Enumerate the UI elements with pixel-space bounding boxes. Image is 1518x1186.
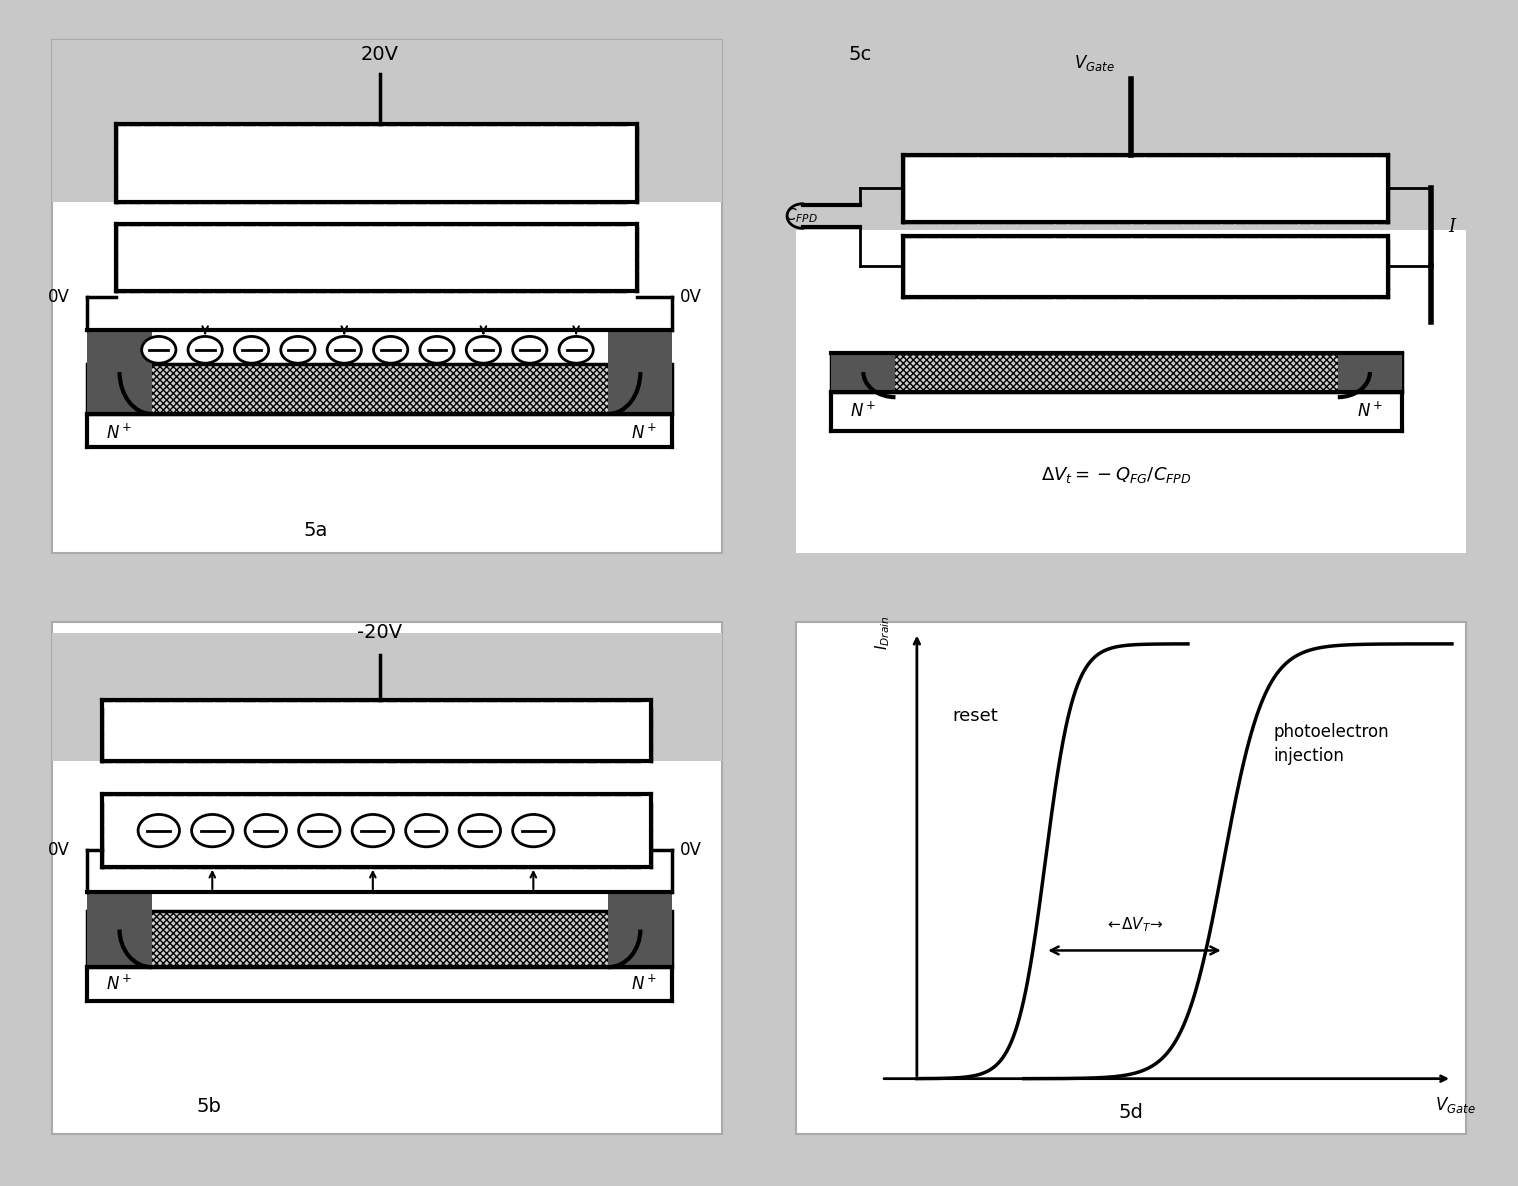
Text: 0V: 0V [680, 288, 701, 306]
Text: $\Delta V_t = -Q_{FG}/C_{FPD}$: $\Delta V_t = -Q_{FG}/C_{FPD}$ [1041, 465, 1192, 485]
Text: 20V: 20V [361, 45, 399, 64]
Bar [88, 364, 672, 414]
Text: 0V: 0V [47, 841, 70, 859]
Bar [903, 236, 1387, 296]
Bar [903, 154, 1387, 222]
Circle shape [138, 815, 179, 847]
Text: $\leftarrow\!\Delta V_T\!\rightarrow$: $\leftarrow\!\Delta V_T\!\rightarrow$ [1105, 916, 1164, 933]
Text: $V_{Gate}$: $V_{Gate}$ [1435, 1096, 1475, 1115]
Text: reset: reset [953, 707, 999, 726]
Circle shape [420, 337, 454, 363]
Circle shape [373, 337, 408, 363]
Circle shape [281, 337, 316, 363]
Polygon shape [609, 892, 672, 968]
Text: I: I [1448, 218, 1456, 236]
Bar [832, 352, 1403, 391]
Circle shape [559, 337, 594, 363]
Bar [52, 633, 723, 761]
Bar [115, 224, 638, 292]
Polygon shape [609, 330, 672, 414]
Bar [88, 912, 672, 968]
Text: photoelectron
injection: photoelectron injection [1274, 723, 1389, 765]
Circle shape [244, 815, 287, 847]
Circle shape [458, 815, 501, 847]
Bar [115, 125, 638, 202]
Text: $N^+$: $N^+$ [850, 402, 876, 421]
Polygon shape [88, 892, 152, 968]
Text: 5d: 5d [1119, 1103, 1143, 1122]
Text: 0V: 0V [680, 841, 701, 859]
Text: 5a: 5a [304, 522, 328, 541]
Circle shape [405, 815, 446, 847]
Circle shape [188, 337, 222, 363]
Bar [102, 700, 651, 761]
Text: $N^+$: $N^+$ [1357, 402, 1383, 421]
Bar [52, 40, 723, 202]
Text: 5b: 5b [196, 1097, 222, 1116]
Circle shape [513, 815, 554, 847]
Text: $N^+$: $N^+$ [630, 423, 657, 444]
Text: $C_{FPD}$: $C_{FPD}$ [785, 206, 818, 225]
Text: -20V: -20V [357, 623, 402, 643]
Text: $N^+$: $N^+$ [630, 974, 657, 994]
Text: 0V: 0V [47, 288, 70, 306]
Circle shape [466, 337, 501, 363]
Circle shape [513, 337, 546, 363]
Text: $N^+$: $N^+$ [106, 423, 132, 444]
Circle shape [191, 815, 232, 847]
Bar [795, 230, 1466, 553]
Circle shape [234, 337, 269, 363]
Polygon shape [832, 352, 896, 391]
Circle shape [141, 337, 176, 363]
Circle shape [299, 815, 340, 847]
Polygon shape [1337, 352, 1403, 391]
Text: $V_{Gate}$: $V_{Gate}$ [1073, 52, 1114, 72]
Bar [102, 795, 651, 867]
Circle shape [328, 337, 361, 363]
Text: $N^+$: $N^+$ [106, 974, 132, 994]
Circle shape [352, 815, 393, 847]
Polygon shape [88, 330, 152, 414]
Text: 5c: 5c [849, 45, 871, 64]
Text: $I_{Drain}$: $I_{Drain}$ [873, 616, 893, 650]
